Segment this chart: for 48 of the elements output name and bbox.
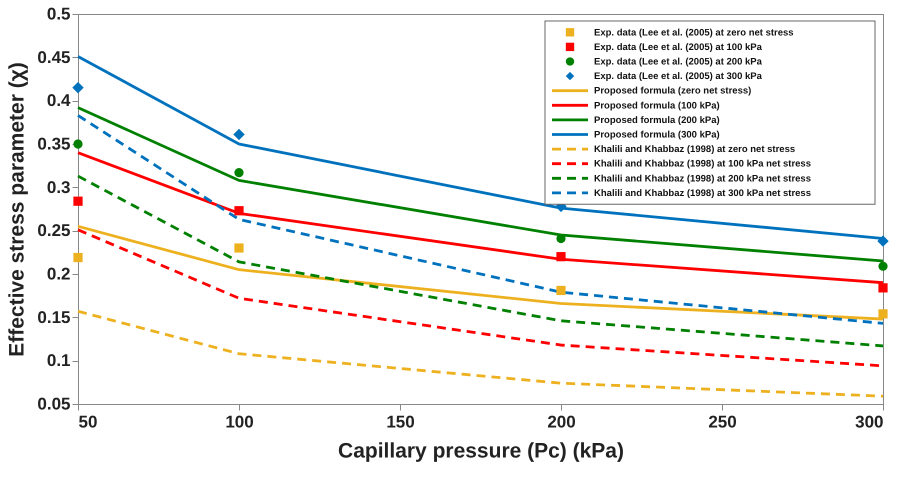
legend-label: Exp. data (Lee et al. (2005) at zero net stress [594,27,794,38]
x-tick-label: 300 [855,412,884,432]
y-tick-label: 0.5 [46,4,70,24]
x-tick-label: 250 [708,412,737,432]
legend-label: Exp. data (Lee et al. (2005) at 100 kPa [594,42,763,53]
y-axis-title: Effective stress parameter (χ) [5,62,28,357]
point [556,252,566,262]
legend-label: Khalili and Khabbaz (1998) at 200 kPa net stress [594,173,812,184]
point [73,139,83,149]
point [556,234,566,244]
legend-label: Exp. data (Lee et al. (2005) at 200 kPa [594,56,763,68]
point [234,206,244,216]
point [234,243,244,253]
legend-label: Proposed formula (200 kPa) [594,114,720,126]
y-tick-label: 0.4 [46,91,72,110]
line-series [76,310,884,398]
legend-label: Khalili and Khabbaz (1998) at 100 kPa net stress [594,158,812,170]
legend-label: Exp. data (Lee et al. (2005) at 300 kPa [594,71,763,82]
legend-label: Khalili and Khabbaz (1998) at zero net stress [594,144,796,156]
point [878,309,888,318]
point [877,235,889,247]
point [878,262,888,271]
point [878,283,888,292]
legend-label: Proposed formula (zero net stress) [594,86,752,97]
legend-label: Proposed formula (100 kPa) [594,100,720,112]
line-series [76,114,884,325]
y-tick-label: 0.2 [46,264,70,284]
point [73,196,83,206]
point [233,128,245,140]
point [73,252,83,262]
point [234,168,244,178]
y-tick-label: 0.45 [37,48,70,67]
point [72,82,84,94]
x-tick-label: 100 [225,412,254,432]
x-axis-title: Capillary pressure (Pc) (kPa) [338,440,624,462]
legend-label: Khalili and Khabbaz (1998) at 300 kPa net stress [594,188,812,199]
y-tick-label: 0.35 [37,134,70,154]
x-tick-label: 200 [547,412,576,432]
legend-label: Proposed formula (300 kPa) [594,130,720,140]
x-tick-label: 150 [386,412,415,432]
y-tick-label: 0.1 [46,351,70,370]
y-tick-label: 0.05 [37,394,70,414]
y-tick-label: 0.3 [46,178,70,197]
y-tick-label: 0.15 [37,308,70,327]
line-series [76,174,884,348]
point [556,286,566,296]
x-tick-label: 50 [78,412,98,432]
y-tick-label: 0.25 [37,221,70,240]
